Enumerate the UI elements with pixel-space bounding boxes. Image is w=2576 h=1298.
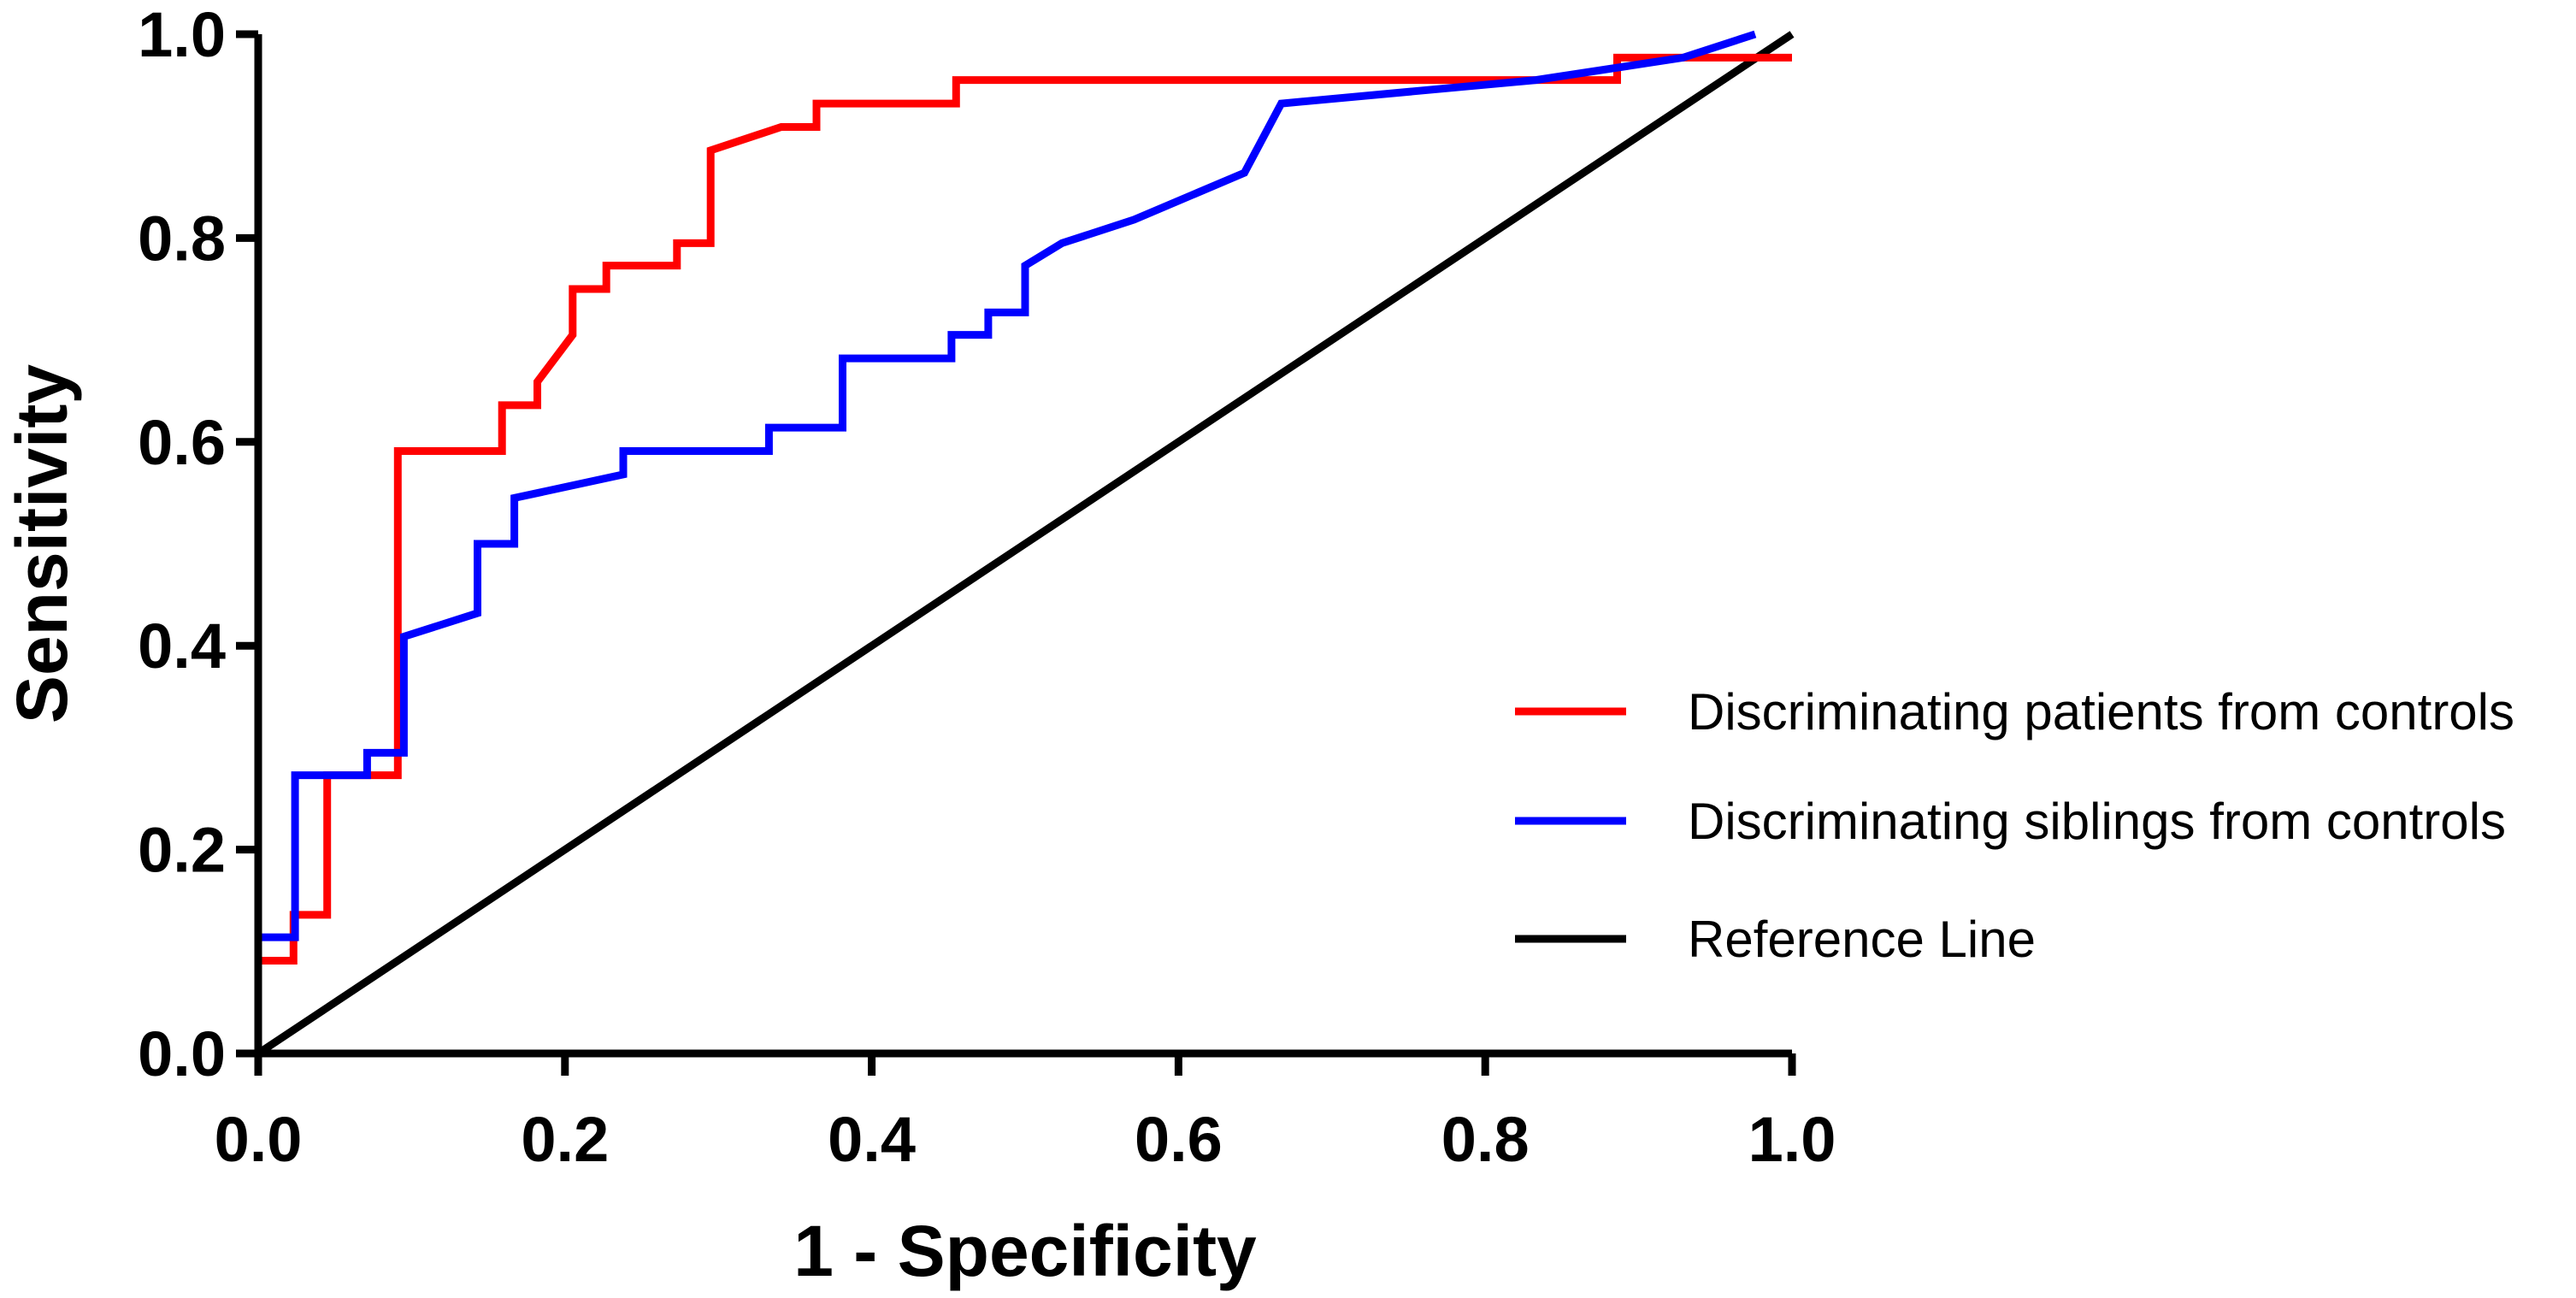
series-line-0 (254, 53, 1792, 1053)
x-tick-label: 0.0 (215, 1104, 303, 1175)
x-ticks: 0.0 0.2 0.4 0.6 0.8 1.0 (215, 1053, 1836, 1175)
x-tick-label: 0.8 (1441, 1104, 1530, 1175)
legend-label: Reference Line (1688, 911, 2036, 968)
legend-label: Discriminating siblings from controls (1688, 793, 2506, 850)
y-ticks: 0.0 0.2 0.4 0.6 0.8 1.0 (138, 0, 258, 1089)
x-axis-title: 1 - Specificity (793, 1211, 1257, 1291)
x-tick-label: 0.4 (828, 1104, 916, 1175)
x-tick-label: 1.0 (1748, 1104, 1836, 1175)
y-tick-label: 0.4 (138, 611, 226, 681)
axes-layer (254, 34, 1792, 1058)
x-tick-label: 0.2 (521, 1104, 609, 1175)
y-tick-label: 0.2 (138, 815, 226, 886)
series-line-1 (254, 30, 1757, 1053)
legend-label: Discriminating patients from controls (1688, 683, 2514, 740)
series-layer (254, 30, 1795, 1057)
x-tick-label: 0.6 (1135, 1104, 1223, 1175)
y-axis-title: Sensitivity (2, 364, 82, 723)
legend: Discriminating patients from controls Dis… (1515, 683, 2514, 968)
y-tick-label: 0.0 (138, 1018, 226, 1089)
y-tick-label: 0.8 (138, 203, 226, 274)
y-tick-label: 0.6 (138, 407, 226, 478)
y-tick-label: 1.0 (138, 0, 226, 70)
series-line-2 (256, 31, 1795, 1057)
